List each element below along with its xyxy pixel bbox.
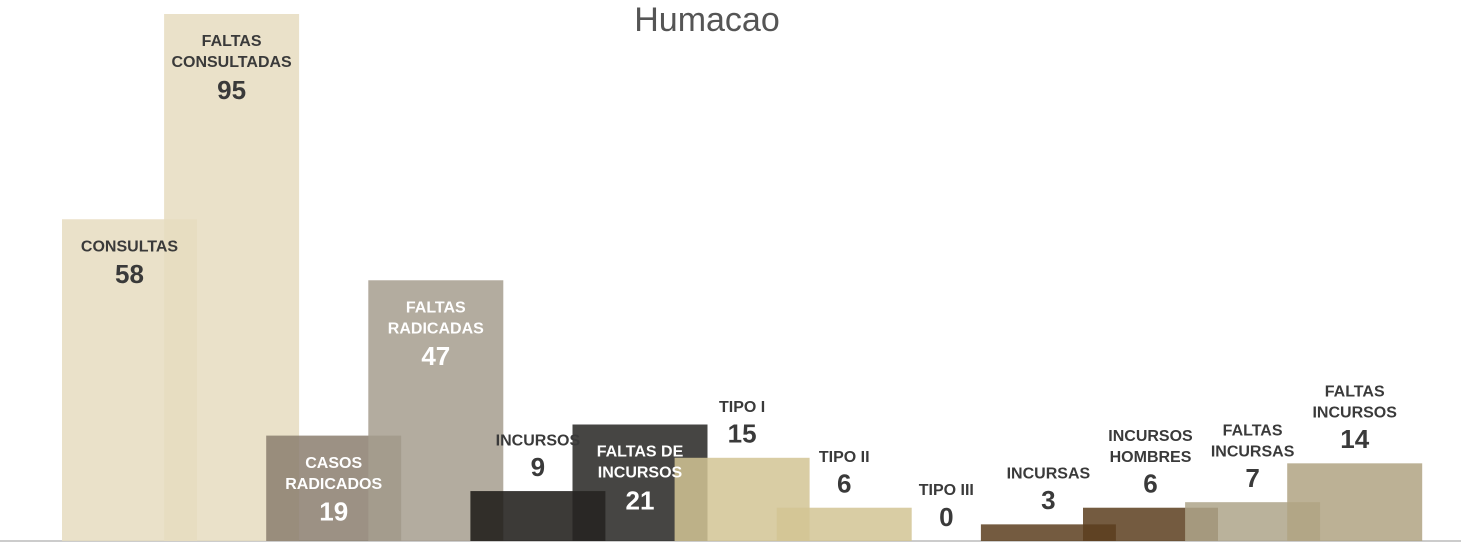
- category-label: INCURSAS: [1211, 443, 1295, 460]
- chart-title: Humacao: [634, 1, 780, 39]
- value-label: 95: [217, 75, 246, 105]
- category-label: FALTAS: [406, 299, 466, 316]
- value-label: 7: [1245, 463, 1259, 493]
- category-label: RADICADOS: [285, 476, 382, 493]
- category-label: CONSULTADAS: [171, 54, 292, 71]
- bar: [980, 524, 1116, 541]
- value-label: 0: [939, 502, 953, 532]
- category-label: TIPO II: [819, 449, 870, 466]
- category-label: INCURSOS: [1108, 428, 1193, 445]
- category-label: TIPO III: [919, 482, 974, 499]
- category-label: TIPO I: [719, 399, 765, 416]
- value-label: 21: [626, 485, 655, 515]
- category-label: RADICADAS: [388, 320, 484, 337]
- category-label: FALTAS: [1223, 422, 1283, 439]
- category-label: FALTAS: [202, 33, 262, 50]
- category-label: INCURSAS: [1007, 466, 1091, 483]
- category-label: INCURSOS: [1312, 405, 1397, 422]
- value-label: 6: [1143, 469, 1157, 499]
- category-label: HOMBRES: [1110, 449, 1192, 466]
- value-label: 9: [531, 452, 545, 482]
- value-label: 15: [728, 419, 757, 449]
- bar: [776, 507, 912, 541]
- category-label: CONSULTAS: [81, 238, 179, 255]
- value-label: 14: [1340, 424, 1369, 454]
- value-label: 19: [319, 496, 348, 526]
- category-label: INCURSOS: [496, 432, 581, 449]
- value-label: 47: [421, 341, 450, 371]
- value-label: 58: [115, 259, 144, 289]
- bar: [1287, 463, 1423, 541]
- value-label: 3: [1041, 485, 1055, 515]
- category-label: FALTAS DE: [597, 444, 684, 461]
- value-label: 6: [837, 469, 851, 499]
- category-label: INCURSOS: [598, 465, 683, 482]
- category-label: CASOS: [305, 455, 362, 472]
- category-label: FALTAS: [1325, 384, 1385, 401]
